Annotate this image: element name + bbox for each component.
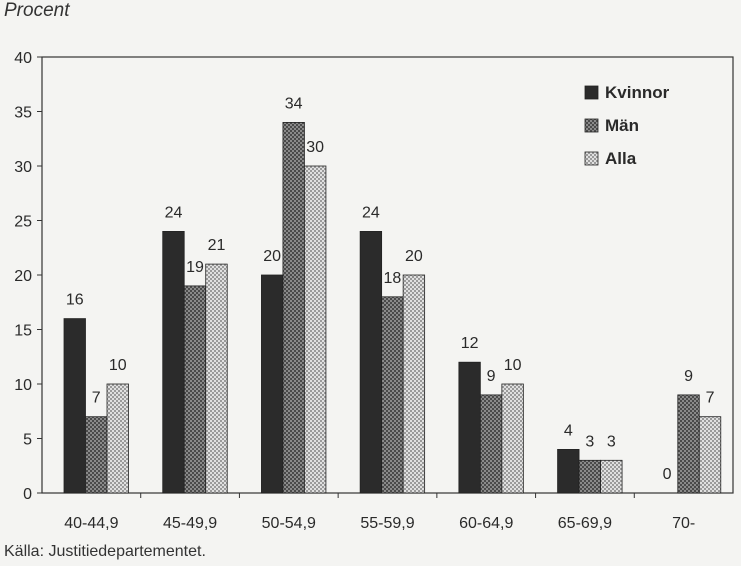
bar-alla <box>205 263 228 494</box>
x-tick-label: 50-54,9 <box>262 515 316 532</box>
bar-alla <box>698 416 722 494</box>
y-tick-label: 25 <box>14 214 32 231</box>
y-tick-label: 20 <box>14 268 32 285</box>
legend-swatch <box>584 151 599 166</box>
data-label: 3 <box>607 433 616 450</box>
data-label: 21 <box>208 237 226 254</box>
y-tick-label: 15 <box>14 323 32 340</box>
bar-man <box>282 122 305 494</box>
bar-kvinnor <box>261 274 284 494</box>
bar-alla <box>600 459 623 494</box>
y-axis-label: Procent <box>4 0 70 21</box>
bar-man <box>85 416 108 494</box>
x-tick-label: 65-69,9 <box>558 515 612 532</box>
bar-kvinnor <box>63 318 86 494</box>
data-label: 10 <box>504 357 522 374</box>
data-label: 7 <box>706 390 715 407</box>
y-tick-label: 10 <box>14 377 32 394</box>
data-label: 3 <box>585 433 594 450</box>
bar-man <box>183 285 207 494</box>
data-label: 20 <box>405 248 423 265</box>
bar-man <box>677 394 700 494</box>
data-label: 30 <box>306 139 324 156</box>
legend-label: Kvinnor <box>605 83 670 102</box>
legend-swatch <box>584 118 599 133</box>
bar-alla <box>501 383 524 494</box>
bar-kvinnor <box>162 230 185 494</box>
source-note: Källa: Justitiedepartementet. <box>4 543 206 560</box>
bar-alla <box>106 383 129 494</box>
bar-kvinnor <box>458 361 481 494</box>
x-tick-label: 55-59,9 <box>360 515 414 532</box>
data-label: 7 <box>92 390 101 407</box>
data-label: 19 <box>186 259 204 276</box>
legend-label: Alla <box>605 149 637 168</box>
data-label: 24 <box>362 204 380 221</box>
legend-swatch <box>584 85 599 100</box>
bar-alla <box>304 165 327 494</box>
legend-label: Män <box>605 116 639 135</box>
y-tick-label: 5 <box>23 432 32 449</box>
x-tick-label: 40-44,9 <box>64 515 118 532</box>
bar-kvinnor <box>557 448 580 494</box>
bar-alla <box>402 274 426 494</box>
x-tick-label: 70- <box>672 515 695 532</box>
data-label: 4 <box>564 422 573 439</box>
y-tick-label: 0 <box>23 486 32 503</box>
data-label: 0 <box>663 466 672 483</box>
bar-man <box>479 394 503 494</box>
x-tick-label: 60-64,9 <box>459 515 513 532</box>
data-label: 34 <box>285 95 303 112</box>
y-tick-label: 35 <box>14 105 32 122</box>
data-label: 18 <box>383 270 401 287</box>
data-label: 10 <box>109 357 127 374</box>
y-tick-label: 40 <box>14 50 32 67</box>
data-label: 16 <box>66 292 84 309</box>
data-label: 9 <box>684 368 693 385</box>
data-label: 12 <box>461 335 479 352</box>
bar-chart: 051015202530354040-44,91671045-49,924192… <box>14 50 734 532</box>
y-tick-label: 30 <box>14 159 32 176</box>
data-label: 24 <box>165 204 183 221</box>
bar-kvinnor <box>359 230 383 494</box>
bar-man <box>381 296 404 494</box>
data-label: 20 <box>263 248 281 265</box>
x-tick-label: 45-49,9 <box>163 515 217 532</box>
bar-man <box>578 459 601 494</box>
data-label: 9 <box>487 368 496 385</box>
